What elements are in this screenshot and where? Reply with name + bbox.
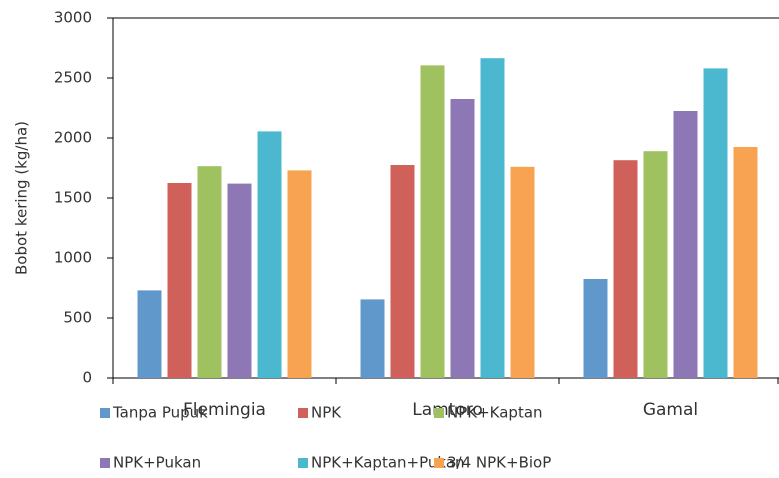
bar [480,58,505,378]
y-tick-label: 1500 [54,189,92,207]
bar [613,160,638,378]
legend-swatch [298,408,308,418]
legend-label: NPK+Kaptan [447,404,543,422]
y-tick-label: 1000 [54,249,92,267]
legend-label: NPK+Kaptan+Pukan [311,454,465,472]
y-tick-label: 3000 [54,9,92,27]
bar [420,65,445,379]
bar [510,166,535,378]
bar [703,68,728,379]
bar [227,183,252,378]
legend-swatch [298,458,308,468]
bar [287,170,312,378]
bar [583,279,608,378]
bar [390,165,415,378]
bar [137,290,162,378]
bar [673,111,698,378]
bar [197,166,222,378]
legend-label: Tanpa Pupuk [112,404,208,422]
legend-swatch [100,458,110,468]
legend-swatch [434,408,444,418]
bar [733,147,758,378]
legend-swatch [434,458,444,468]
bar [257,131,282,378]
bar [167,183,192,378]
bar [643,151,668,378]
y-tick-label: 2000 [54,129,92,147]
legend-label: 3/4 NPK+BioP [447,454,551,472]
x-tick-label: Lamtoro [412,400,483,420]
y-tick-label: 0 [82,369,92,387]
x-tick-label: Flemingia [183,400,266,420]
bar [450,99,475,378]
legend-swatch [100,408,110,418]
legend-label: NPK [311,404,342,422]
y-tick-label: 500 [63,309,92,327]
x-tick-label: Gamal [643,400,698,420]
bar [360,299,385,378]
y-tick-label: 2500 [54,69,92,87]
y-axis-title: Bobot kering (kg/ha) [13,121,31,275]
legend-label: NPK+Pukan [113,454,201,472]
